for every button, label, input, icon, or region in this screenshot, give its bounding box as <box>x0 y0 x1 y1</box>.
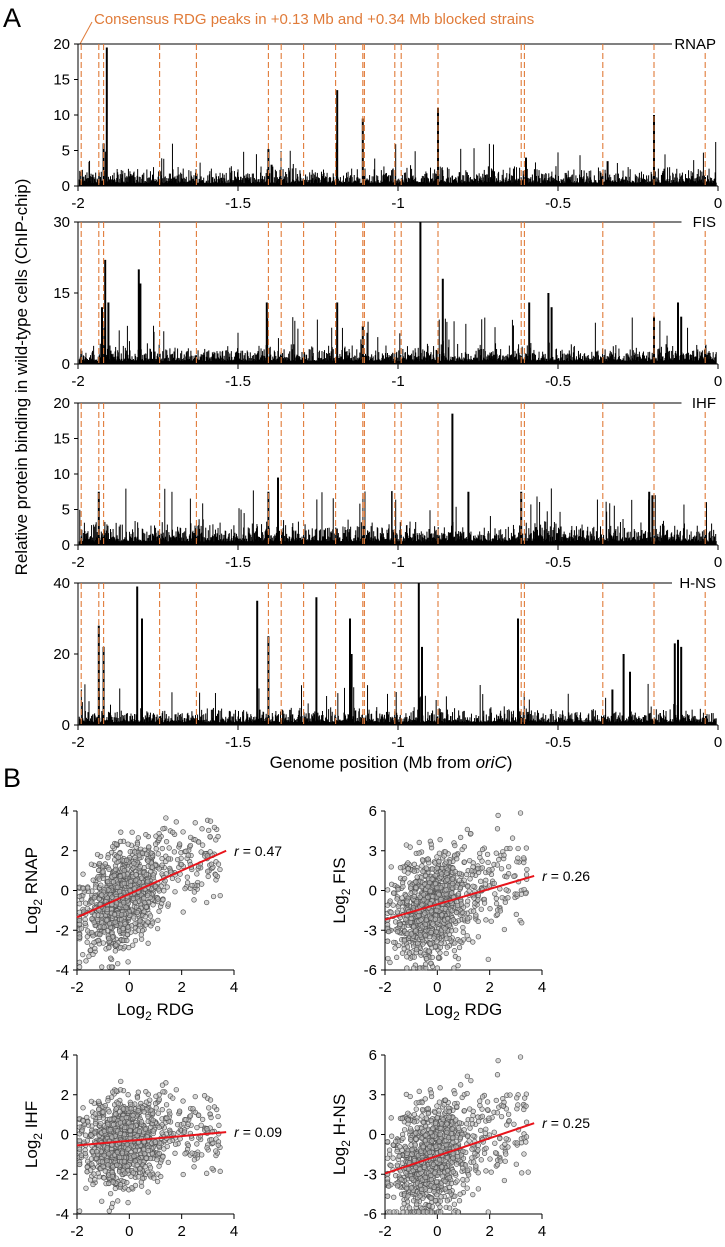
xlabel-suffix: ) <box>507 753 513 772</box>
x-tick-label: 0 <box>714 734 722 751</box>
track-label-fis: FIS <box>693 214 716 231</box>
track-rnap: 0 5 10 15 20 -2 -1.5 -1 -0.5 0 RNAP <box>53 34 722 212</box>
x-tick-label: -0.5 <box>545 554 571 571</box>
track-label-bg <box>672 34 718 52</box>
signal-bars <box>78 413 717 545</box>
signal-bars <box>78 583 717 725</box>
x-tick-label: -2 <box>71 554 84 571</box>
track-label-bg <box>681 212 718 230</box>
y-tick-label: 20 <box>53 395 70 412</box>
y-tick-label: 5 <box>62 143 70 160</box>
y-tick-label: 20 <box>53 646 70 663</box>
x-tick-label: -1.5 <box>225 734 251 751</box>
consensus-pointer <box>79 21 93 45</box>
y-tick-label: 15 <box>53 285 70 302</box>
x-tick-label: -1.5 <box>225 373 251 390</box>
x-tick-label: -1 <box>391 373 404 390</box>
x-tick-label: -2 <box>71 734 84 751</box>
y-tick-label: 0 <box>62 537 70 554</box>
y-tick-label: 15 <box>53 431 70 448</box>
y-tick-label: 10 <box>53 107 70 124</box>
y-tick-label: 5 <box>62 502 70 519</box>
x-tick-label: -1 <box>391 734 404 751</box>
ylabel-protein-binding: Relative protein binding in wild-type ce… <box>12 179 31 576</box>
signal-bars <box>78 222 717 364</box>
y-tick-label: 30 <box>53 214 70 231</box>
y-tick-label: 20 <box>53 36 70 53</box>
panel-letter-b: B <box>3 763 21 793</box>
panel-letter-a: A <box>3 3 21 33</box>
xlabel-genome-position: Genome position (Mb from oriC) <box>270 753 513 772</box>
track-label-rnap: RNAP <box>674 36 716 53</box>
x-tick-label: -0.5 <box>545 373 571 390</box>
y-tick-label: 0 <box>62 717 70 734</box>
x-tick-label: -1 <box>391 554 404 571</box>
track-ihf: 0 5 10 15 20 -2 -1.5 -1 -0.5 0 IHF <box>53 393 722 571</box>
x-tick-label: -0.5 <box>545 195 571 212</box>
xlabel-oric: oriC <box>476 753 508 772</box>
y-tick-label: 15 <box>53 72 70 89</box>
x-tick-label: -1.5 <box>225 554 251 571</box>
consensus-annotation: Consensus RDG peaks in +0.13 Mb and +0.3… <box>94 11 534 28</box>
y-tick-label: 0 <box>62 178 70 195</box>
track-label-ihf: IHF <box>692 395 716 412</box>
x-tick-label: -1.5 <box>225 195 251 212</box>
y-tick-label: 0 <box>62 356 70 373</box>
x-tick-label: -2 <box>71 195 84 212</box>
x-tick-label: 0 <box>714 554 722 571</box>
xlabel-prefix: Genome position (Mb from <box>270 753 476 772</box>
track-fis: 0 15 30 -2 -1.5 -1 -0.5 0 FIS <box>53 212 722 390</box>
track-label-bg <box>681 393 718 411</box>
x-tick-label: 0 <box>714 195 722 212</box>
x-tick-label: 0 <box>714 373 722 390</box>
x-tick-label: -0.5 <box>545 734 571 751</box>
x-tick-label: -2 <box>71 373 84 390</box>
y-tick-label: 10 <box>53 466 70 483</box>
x-tick-label: -1 <box>391 195 404 212</box>
y-tick-label: 40 <box>53 575 70 592</box>
signal-bars <box>78 47 717 186</box>
